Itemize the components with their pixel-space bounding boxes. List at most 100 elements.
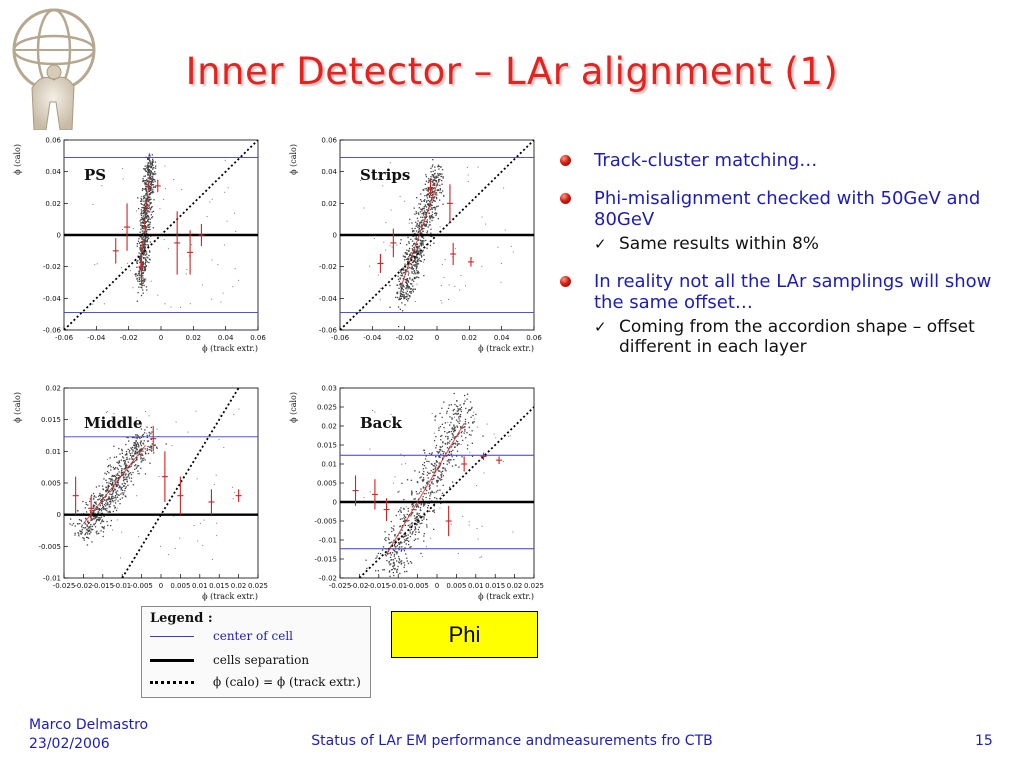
scatter-point — [389, 284, 391, 287]
scatter-point — [409, 218, 411, 221]
scatter-point — [418, 207, 420, 209]
scatter-point — [86, 511, 88, 513]
scatter-point — [428, 179, 430, 182]
scatter-point — [115, 484, 117, 486]
scatter-point — [449, 424, 451, 426]
scatter-point — [87, 521, 89, 523]
scatter-point — [83, 537, 85, 540]
scatter-point — [416, 250, 418, 252]
scatter-point — [151, 187, 153, 189]
scatter-point — [164, 165, 166, 167]
scatter-point — [104, 508, 106, 510]
scatter-point — [401, 290, 403, 293]
scatter-point — [461, 430, 463, 433]
scatter-point — [145, 202, 147, 204]
scatter-point — [460, 444, 462, 445]
scatter-point — [146, 205, 148, 207]
y-tick-label: -0.04 — [319, 295, 338, 303]
scatter-point — [115, 456, 118, 458]
scatter-point — [143, 198, 145, 200]
scatter-point — [86, 533, 89, 535]
scatter-point — [140, 247, 142, 249]
scatter-point — [398, 325, 400, 328]
scatter-point — [381, 549, 384, 551]
scatter-point — [444, 442, 447, 445]
scatter-point — [410, 252, 412, 254]
scatter-point — [438, 456, 440, 458]
scatter-point — [386, 548, 388, 550]
scatter-point — [407, 524, 409, 527]
scatter-point — [441, 173, 443, 175]
scatter-point — [129, 270, 131, 272]
scatter-point — [438, 462, 440, 464]
scatter-point — [404, 278, 406, 281]
scatter-point — [426, 524, 428, 526]
scatter-point — [149, 162, 151, 165]
x-tick-label: 0.01 — [468, 582, 484, 590]
scatter-point — [102, 520, 105, 523]
scatter-point — [143, 270, 145, 272]
scatter-point — [102, 535, 104, 538]
scatter-point — [428, 485, 430, 488]
scatter-point — [140, 436, 143, 438]
scatter-point — [414, 264, 416, 266]
scatter-point — [401, 529, 403, 531]
scatter-point — [98, 532, 100, 535]
scatter-point — [414, 533, 416, 536]
scatter-point — [140, 200, 142, 202]
scatter-point — [124, 474, 127, 476]
plot-title: Middle — [84, 414, 143, 432]
scatter-point — [96, 519, 99, 521]
scatter-point — [407, 507, 409, 510]
scatter-point — [417, 220, 419, 222]
scatter-point — [390, 209, 392, 211]
scatter-point — [94, 505, 96, 507]
x-tick-label: 0.005 — [170, 582, 190, 590]
scatter-point — [459, 408, 461, 410]
scatter-point — [431, 479, 433, 481]
scatter-point — [415, 212, 418, 215]
y-tick-label: 0.06 — [321, 137, 337, 145]
scatter-point — [416, 524, 418, 526]
scatter-point — [145, 260, 147, 262]
scatter-point — [110, 480, 112, 482]
scatter-point — [410, 546, 412, 548]
scatter-point — [147, 171, 150, 174]
scatter-point — [144, 175, 147, 177]
scatter-point — [419, 515, 421, 517]
scatter-point — [425, 174, 427, 176]
scatter-point — [150, 165, 152, 167]
scatter-point — [420, 242, 423, 245]
scatter-point — [407, 534, 409, 536]
scatter-point — [430, 493, 432, 495]
scatter-point — [403, 268, 405, 270]
scatter-point — [430, 491, 432, 494]
y-tick-label: -0.015 — [314, 556, 337, 564]
scatter-point — [447, 421, 449, 423]
scatter-point — [143, 217, 145, 219]
scatter-point — [130, 473, 133, 476]
scatter-point — [124, 465, 127, 467]
scatter-point — [418, 471, 420, 473]
scatter-point — [110, 466, 112, 468]
scatter-point — [141, 240, 143, 243]
scatter-point — [465, 407, 467, 410]
scatter-point — [431, 191, 434, 193]
scatter-point — [458, 422, 460, 424]
scatter-point — [447, 438, 449, 440]
scatter-point — [426, 482, 428, 484]
scatter-point — [142, 272, 144, 275]
scatter-point — [407, 270, 409, 272]
scatter-point — [409, 287, 411, 289]
scatter-point — [422, 241, 424, 243]
scatter-point — [399, 559, 401, 561]
scatter-point — [403, 298, 405, 300]
scatter-point — [438, 466, 441, 468]
scatter-point — [106, 488, 109, 490]
scatter-point — [416, 246, 418, 248]
scatter-point — [92, 518, 94, 520]
scatter-point — [418, 493, 420, 495]
scatter-point — [409, 535, 412, 538]
scatter-point — [436, 205, 438, 208]
scatter-point — [150, 188, 152, 190]
